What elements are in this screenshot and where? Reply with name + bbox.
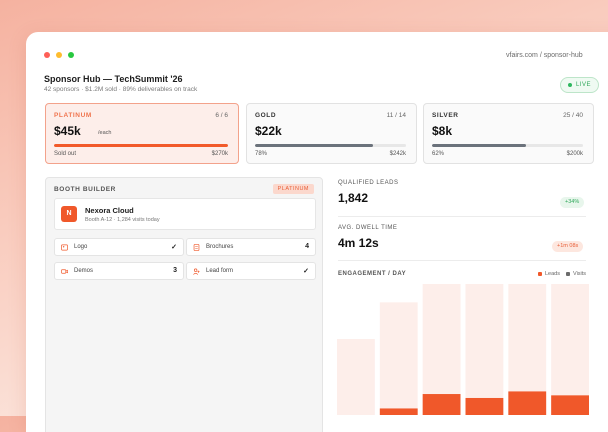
booth-builder-heading: BOOTH BUILDER bbox=[54, 186, 116, 193]
visits-bar-4 bbox=[465, 284, 504, 415]
close-dot-icon[interactable] bbox=[44, 52, 50, 58]
video-icon bbox=[61, 269, 68, 274]
tier-count: 6 / 6 bbox=[215, 112, 228, 119]
deliverable-logo[interactable]: Logo ✓ bbox=[54, 238, 184, 256]
url-label: vfairs.com / sponsor-hub bbox=[506, 52, 583, 59]
engagement-title: ENGAGEMENT / DAY bbox=[338, 271, 407, 277]
leads-bar-3 bbox=[422, 394, 461, 415]
legend-swatch-leads bbox=[538, 272, 542, 276]
page-subtitle: 42 sponsors · $1.2M sold · 89% deliverab… bbox=[44, 86, 198, 93]
leads-bar-2 bbox=[379, 408, 418, 415]
tier-count: 11 / 14 bbox=[386, 112, 406, 119]
leads-label: QUALIFIED LEADS bbox=[338, 180, 399, 186]
user-form-icon bbox=[193, 268, 200, 275]
legend-leads: Leads bbox=[538, 271, 560, 277]
minimize-dot-icon[interactable] bbox=[56, 52, 62, 58]
tier-percent: 78% bbox=[255, 151, 268, 157]
legend-visits: Visits bbox=[566, 271, 586, 277]
tier-progress-fill bbox=[54, 144, 228, 147]
visits-bar-3 bbox=[422, 284, 461, 415]
tier-progress-bar bbox=[255, 144, 406, 147]
tier-progress-fill bbox=[255, 144, 373, 147]
deliverable-label: Logo bbox=[74, 244, 88, 250]
visits-bar-2 bbox=[379, 302, 418, 415]
tier-card-silver[interactable]: SILVER 25 / 40 $8k 62% $200k bbox=[423, 103, 594, 164]
image-icon bbox=[61, 244, 68, 251]
maximize-dot-icon[interactable] bbox=[68, 52, 74, 58]
app-window: vfairs.com / sponsor-hub Sponsor Hub — T… bbox=[26, 32, 608, 432]
tier-revenue: $200k bbox=[566, 151, 583, 157]
live-status-badge: LIVE bbox=[560, 77, 600, 93]
legend-swatch-visits bbox=[566, 272, 570, 276]
legend-label-visits: Visits bbox=[573, 271, 587, 277]
tier-card-platinum[interactable]: PLATINUM 6 / 6 $45k /each Sold out $270k bbox=[45, 103, 239, 164]
deliverable-count: 4 bbox=[305, 243, 309, 250]
booth-builder-panel: BOOTH BUILDER PLATINUM N Nexora Cloud Bo… bbox=[45, 177, 323, 432]
tier-progress-fill bbox=[432, 144, 526, 147]
tier-name: PLATINUM bbox=[54, 112, 92, 119]
live-label: LIVE bbox=[576, 82, 592, 88]
visits-bar-1 bbox=[337, 339, 375, 415]
deliverable-brochures[interactable]: Brochures 4 bbox=[186, 238, 316, 256]
leads-bar-4 bbox=[465, 397, 504, 415]
metric-divider bbox=[338, 260, 586, 261]
live-dot-icon bbox=[568, 83, 572, 87]
deliverable-count: 3 bbox=[173, 267, 177, 274]
tier-status: Sold out bbox=[54, 151, 77, 157]
tier-progress-bar bbox=[432, 144, 583, 147]
deliverable-demos[interactable]: Demos 3 bbox=[54, 262, 184, 280]
page-title: Sponsor Hub — TechSummit '26 bbox=[44, 74, 183, 84]
company-card[interactable]: N Nexora Cloud Booth A-12 · 1,284 visits… bbox=[54, 198, 316, 230]
deliverable-label: Lead form bbox=[206, 268, 234, 274]
tier-percent: 62% bbox=[432, 151, 445, 157]
tier-price-unit: /each bbox=[98, 130, 112, 136]
leads-delta-badge: +34% bbox=[560, 197, 585, 208]
booth-tier-badge: PLATINUM bbox=[272, 184, 314, 194]
dwell-delta-badge: +1m 08s bbox=[552, 241, 584, 252]
window-controls bbox=[44, 52, 74, 58]
deliverable-label: Brochures bbox=[206, 244, 234, 250]
company-booth-info: Booth A-12 · 1,284 visits today bbox=[85, 217, 160, 223]
tier-progress-bar bbox=[54, 144, 228, 147]
dwell-label: AVG. DWELL TIME bbox=[338, 225, 398, 231]
deliverable-label: Demos bbox=[74, 268, 94, 274]
leads-value: 1,842 bbox=[338, 191, 369, 205]
tier-name: GOLD bbox=[255, 112, 277, 119]
company-logo: N bbox=[61, 206, 77, 222]
deliverable-lead-form[interactable]: Lead form ✓ bbox=[186, 262, 316, 280]
legend-label-leads: Leads bbox=[545, 271, 560, 277]
leads-bar-6 bbox=[551, 395, 589, 415]
document-icon bbox=[193, 244, 200, 251]
tier-card-gold[interactable]: GOLD 11 / 14 $22k 78% $242k bbox=[246, 103, 417, 164]
tier-name: SILVER bbox=[432, 112, 459, 119]
tier-price: $8k bbox=[432, 124, 453, 138]
deliverable-check: ✓ bbox=[171, 244, 177, 251]
engagement-chart bbox=[337, 284, 589, 415]
tier-count: 25 / 40 bbox=[563, 112, 583, 119]
metric-divider bbox=[338, 216, 586, 217]
dwell-value: 4m 12s bbox=[338, 236, 379, 250]
tier-price: $45k bbox=[54, 124, 81, 138]
tier-revenue: $242k bbox=[389, 151, 406, 157]
leads-bar-5 bbox=[508, 391, 547, 415]
visits-bar-6 bbox=[551, 284, 589, 415]
tier-revenue: $270k bbox=[211, 151, 228, 157]
company-name: Nexora Cloud bbox=[85, 206, 134, 215]
tier-price: $22k bbox=[255, 124, 282, 138]
deliverable-check: ✓ bbox=[303, 268, 309, 275]
